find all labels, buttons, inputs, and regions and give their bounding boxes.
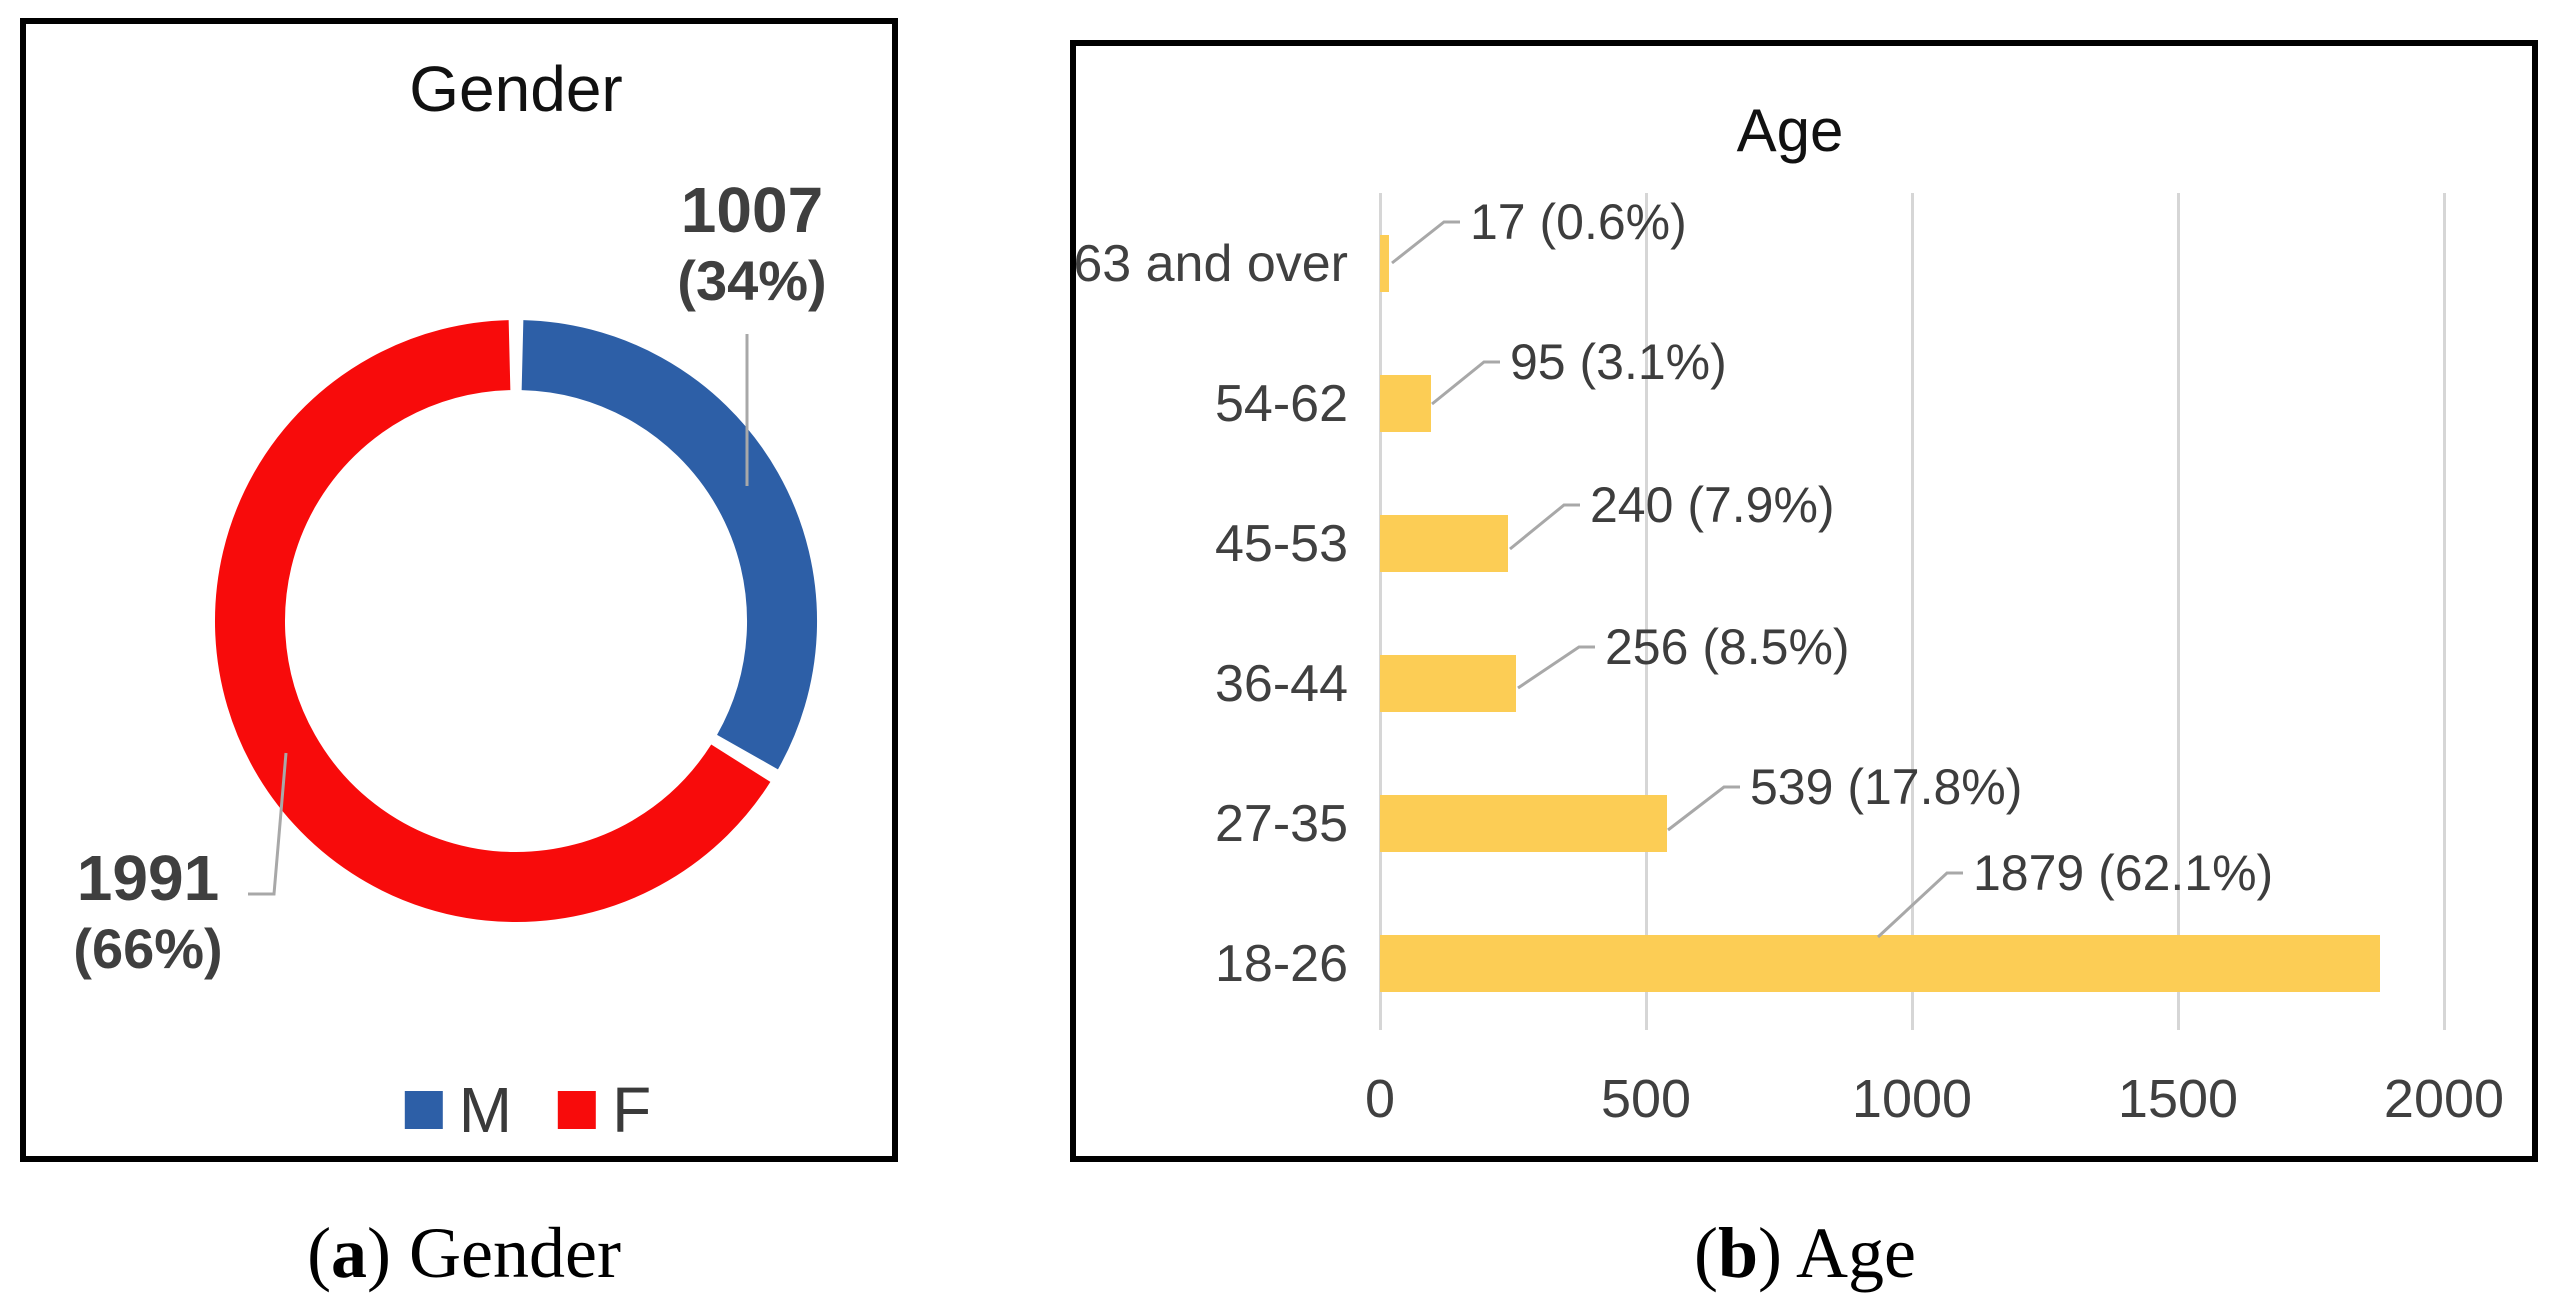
- age-chart-title: Age: [1736, 97, 1844, 164]
- male-legend-swatch-icon: [404, 1091, 443, 1129]
- male-slice-label: 1007 (34%): [677, 172, 826, 314]
- age-axis-tick-2000: 2000: [2383, 1069, 2505, 1129]
- age-bar: [1380, 655, 1516, 712]
- age-gridline-500: [1645, 193, 1648, 1030]
- legend-item-female: F: [558, 1078, 651, 1142]
- male-legend-label: M: [458, 1074, 513, 1146]
- age-bar: [1380, 375, 1431, 432]
- age-gridline-1000: [1911, 193, 1914, 1030]
- caption-a-paren: (: [307, 1213, 332, 1293]
- gender-chart-title: Gender: [409, 53, 623, 125]
- female-slice-label: 1991 (66%): [73, 840, 222, 982]
- age-gridline-2000: [2443, 193, 2446, 1030]
- age-bar-value-label: 240 (7.9%): [1590, 477, 1835, 533]
- age-gridline-1500: [2177, 193, 2180, 1030]
- caption-a-letter: a: [331, 1213, 368, 1293]
- age-bar: [1380, 795, 1667, 852]
- age-bar: [1380, 235, 1389, 292]
- age-axis-tick-1500: 1500: [2117, 1069, 2239, 1129]
- age-axis-tick-0: 0: [1364, 1069, 1396, 1129]
- female-legend-label: F: [612, 1074, 652, 1146]
- legend-item-male: M: [404, 1074, 513, 1146]
- age-category-label: 63 and over: [1073, 234, 1348, 293]
- caption-b: (b) Age: [1694, 1212, 1916, 1295]
- age-bar: [1380, 515, 1508, 572]
- age-category-label: 45-53: [1215, 514, 1348, 573]
- age-bar-value-label: 539 (17.8%): [1750, 759, 2023, 815]
- caption-b-letter: b: [1717, 1213, 1759, 1293]
- age-category-label: 54-62: [1215, 374, 1348, 433]
- male-count: 1007: [680, 174, 824, 246]
- age-gridline-0: [1379, 193, 1382, 1030]
- age-axis-tick-1000: 1000: [1851, 1069, 1973, 1129]
- female-percent: (66%): [73, 917, 223, 980]
- age-bar-value-label: 17 (0.6%): [1470, 194, 1687, 250]
- caption-a: (a) Gender: [307, 1212, 621, 1295]
- female-count: 1991: [76, 842, 220, 914]
- gender-legend: M F: [404, 1074, 651, 1146]
- age-bar-value-label: 95 (3.1%): [1510, 334, 1727, 390]
- male-percent: (34%): [677, 249, 827, 312]
- age-bar-value-label: 1879 (62.1%): [1973, 845, 2274, 901]
- caption-a-text: ) Gender: [367, 1213, 621, 1293]
- caption-b-text: ) Age: [1758, 1213, 1916, 1293]
- female-legend-swatch-icon: [558, 1091, 597, 1129]
- age-category-label: 18-26: [1215, 934, 1348, 993]
- age-axis-tick-500: 500: [1600, 1069, 1692, 1129]
- age-bar: [1380, 935, 2380, 992]
- caption-b-paren: (: [1694, 1213, 1718, 1293]
- age-bar-value-label: 256 (8.5%): [1605, 619, 1850, 675]
- age-category-label: 27-35: [1215, 794, 1348, 853]
- age-category-label: 36-44: [1215, 654, 1348, 713]
